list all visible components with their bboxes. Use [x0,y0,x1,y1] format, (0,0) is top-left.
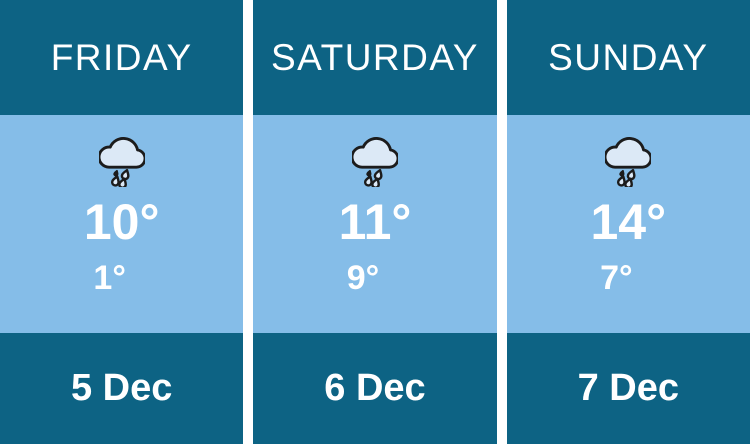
day-header: SATURDAY [253,0,497,115]
date-footer: 7 Dec [506,333,750,444]
high-temperature: 10° [83,194,160,250]
day-name: FRIDAY [50,36,193,78]
forecast-card-sunday: SUNDAY 14° 7° 7 Dec [506,0,750,444]
date-footer: 5 Dec [0,333,244,444]
day-name: SUNDAY [548,36,709,78]
rain-cloud-icon [351,137,398,187]
forecast-card-friday: FRIDAY 10° 1° 5 Dec [0,0,244,444]
high-temperature: 11° [338,194,412,250]
day-conditions: 10° 1° [0,115,244,333]
forecast-card-saturday: SATURDAY 11° 9° 6 Dec [253,0,497,444]
date-label: 6 Dec [324,367,426,409]
date-footer: 6 Dec [253,333,497,444]
date-label: 5 Dec [70,367,173,409]
rain-cloud-icon [605,137,652,187]
date-label: 7 Dec [577,367,680,409]
day-name: SATURDAY [271,36,479,78]
day-conditions: 11° 9° [253,115,497,333]
high-temperature: 14° [590,194,667,250]
low-temperature: 9° [346,259,380,297]
low-temperature: 1° [93,259,126,297]
day-header: SUNDAY [506,0,750,115]
day-conditions: 14° 7° [506,115,750,333]
day-header: FRIDAY [0,0,244,115]
rain-cloud-icon [98,137,145,187]
low-temperature: 7° [600,259,633,297]
